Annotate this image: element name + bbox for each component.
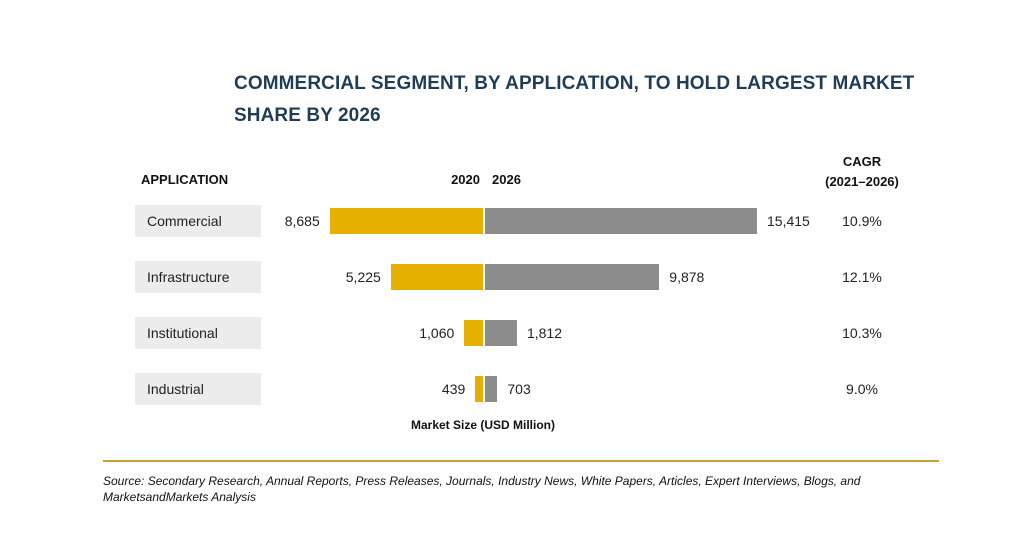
bar-2020 bbox=[464, 320, 483, 346]
category-label: Infrastructure bbox=[135, 261, 261, 293]
cagr-column-header: CAGR (2021–2026) bbox=[818, 152, 906, 192]
cagr-header-line1: CAGR bbox=[842, 154, 882, 169]
category-label: Commercial bbox=[135, 205, 261, 237]
x-axis-label: Market Size (USD Million) bbox=[410, 418, 556, 432]
category-label: Institutional bbox=[135, 317, 261, 349]
source-divider bbox=[103, 460, 939, 462]
cagr-value: 10.3% bbox=[842, 325, 882, 341]
data-label-2026: 15,415 bbox=[767, 213, 810, 229]
bar-2026 bbox=[485, 208, 757, 234]
year-2026-header: 2026 bbox=[492, 172, 521, 187]
cagr-header-line2: (2021–2026) bbox=[825, 174, 899, 189]
bar-2020 bbox=[475, 376, 483, 402]
data-label-2026: 1,812 bbox=[526, 325, 563, 341]
chart-title: COMMERCIAL SEGMENT, BY APPLICATION, TO H… bbox=[234, 73, 915, 126]
cagr-value: 12.1% bbox=[842, 269, 882, 285]
data-label-2026: 703 bbox=[507, 381, 531, 397]
source-note: Source: Secondary Research, Annual Repor… bbox=[103, 474, 861, 504]
data-label-2020: 439 bbox=[441, 381, 466, 397]
bar-2020 bbox=[390, 264, 483, 290]
data-label-2020: 1,060 bbox=[419, 325, 455, 341]
data-label-2026: 9,878 bbox=[669, 269, 705, 285]
cagr-value: 9.0% bbox=[846, 381, 878, 397]
bar-2026 bbox=[485, 264, 660, 290]
data-label-2020: 5,225 bbox=[345, 269, 381, 285]
bar-2026 bbox=[485, 320, 517, 346]
bar-2026 bbox=[485, 376, 498, 402]
category-label: Industrial bbox=[135, 373, 261, 405]
bar-2020 bbox=[329, 208, 483, 234]
data-label-2020: 8,685 bbox=[284, 213, 320, 229]
cagr-value: 10.9% bbox=[842, 213, 882, 229]
application-column-header: APPLICATION bbox=[141, 172, 229, 187]
year-2020-header: 2020 bbox=[451, 172, 480, 187]
